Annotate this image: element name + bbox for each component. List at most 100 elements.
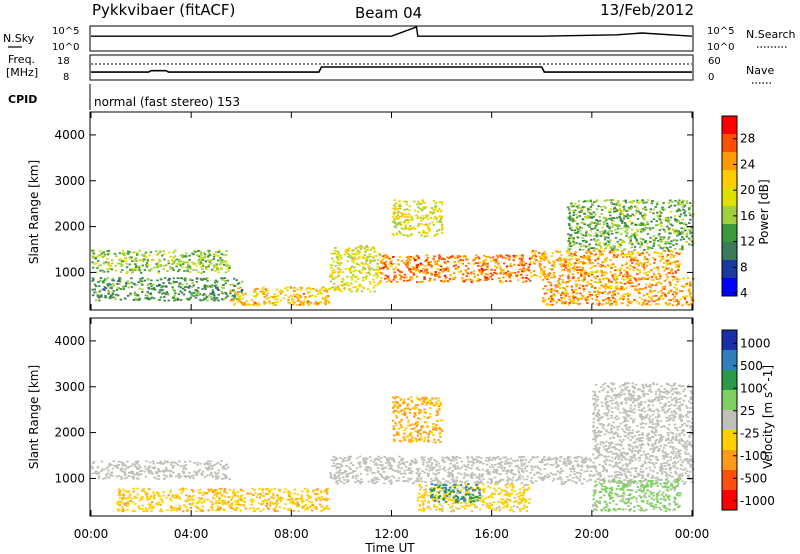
power-cell	[644, 240, 647, 242]
velocity-cell	[258, 493, 262, 495]
power-cell	[585, 233, 588, 235]
power-cell	[369, 290, 372, 293]
power-cell	[603, 271, 606, 274]
velocity-cell	[288, 498, 291, 501]
power-cell	[451, 277, 455, 280]
power-cell	[254, 291, 257, 293]
power-cell	[619, 203, 622, 206]
power-cell	[429, 211, 432, 213]
power-cell	[650, 202, 654, 205]
power-cell	[141, 291, 144, 293]
power-cell	[327, 301, 331, 304]
velocity-cell	[681, 474, 684, 477]
power-cell	[434, 208, 437, 211]
power-cell	[598, 249, 601, 251]
power-cell	[405, 200, 408, 203]
power-cell	[635, 212, 638, 215]
power-cell	[205, 266, 208, 269]
power-cell	[649, 211, 652, 213]
power-cell	[279, 292, 282, 295]
velocity-cell	[171, 496, 174, 498]
power-cell	[576, 223, 579, 225]
power-cell	[225, 262, 228, 265]
velocity-cell	[170, 505, 173, 508]
power-cell	[173, 297, 177, 300]
power-cell	[464, 278, 468, 281]
power-cell	[601, 261, 604, 264]
power-cell	[570, 202, 573, 205]
power-cell	[207, 258, 210, 261]
velocity-cell	[291, 499, 294, 501]
power-cell	[676, 234, 679, 237]
power-cell	[636, 268, 639, 271]
power-cell	[659, 273, 662, 276]
power-cell	[638, 252, 642, 255]
power-cell	[678, 248, 682, 251]
velocity-cell	[276, 494, 279, 497]
power-cell	[495, 273, 499, 275]
velocity-cell	[618, 471, 622, 474]
power-cell	[133, 291, 136, 294]
velocity-cell	[323, 490, 326, 493]
power-cell	[642, 288, 645, 290]
velocity-cell	[511, 479, 514, 482]
velocity-cell	[276, 510, 279, 513]
velocity-cell	[227, 500, 230, 503]
power-cell	[574, 251, 577, 253]
power-cell	[608, 218, 611, 220]
power-cell	[549, 290, 552, 292]
power-cell	[577, 236, 580, 239]
velocity-cell	[223, 495, 227, 498]
power-cell	[180, 265, 183, 267]
power-cell	[352, 270, 355, 273]
power-colorbar-label: Power [dB]	[757, 179, 771, 244]
power-cell	[587, 248, 591, 251]
velocity-cell	[552, 473, 555, 476]
power-cell	[354, 280, 357, 283]
power-cell	[678, 231, 682, 234]
power-cell	[426, 227, 429, 230]
power-cell	[572, 244, 575, 247]
power-cell	[306, 286, 310, 289]
power-cell	[678, 200, 681, 203]
power-cell	[665, 255, 669, 258]
power-cell	[649, 236, 652, 239]
velocity-cell	[358, 463, 361, 466]
velocity-cell	[297, 498, 301, 500]
power-cell	[645, 283, 648, 286]
power-cell	[416, 215, 420, 218]
power-cell	[636, 218, 640, 220]
power-cell	[136, 254, 139, 256]
velocity-cell	[200, 472, 204, 475]
velocity-cell	[166, 460, 169, 463]
power-cell	[396, 208, 399, 210]
power-cell	[678, 252, 681, 255]
power-cell	[573, 253, 576, 255]
power-cell	[570, 263, 573, 266]
power-cell	[659, 275, 662, 278]
velocity-cell	[541, 459, 544, 461]
velocity-cell	[141, 489, 144, 492]
power-cell	[319, 301, 322, 304]
power-cell	[146, 291, 149, 293]
velocity-cell	[325, 490, 328, 493]
power-cell	[627, 295, 630, 297]
power-cell	[631, 243, 634, 246]
velocity-cell	[602, 468, 606, 470]
power-cell	[250, 299, 254, 301]
power-cell	[560, 254, 563, 256]
power-cell	[458, 271, 461, 273]
power-cell	[567, 250, 570, 253]
power-cell	[354, 258, 357, 261]
power-cell	[427, 263, 430, 266]
power-cell	[416, 281, 419, 283]
power-cell	[195, 254, 199, 257]
power-cell	[398, 203, 401, 206]
velocity-cell	[204, 498, 207, 501]
velocity-cell	[351, 476, 355, 479]
velocity-cell	[147, 488, 151, 491]
power-cell	[366, 263, 369, 266]
power-cell	[574, 202, 577, 205]
velocity-cell	[369, 467, 373, 470]
power-cell	[583, 275, 586, 278]
